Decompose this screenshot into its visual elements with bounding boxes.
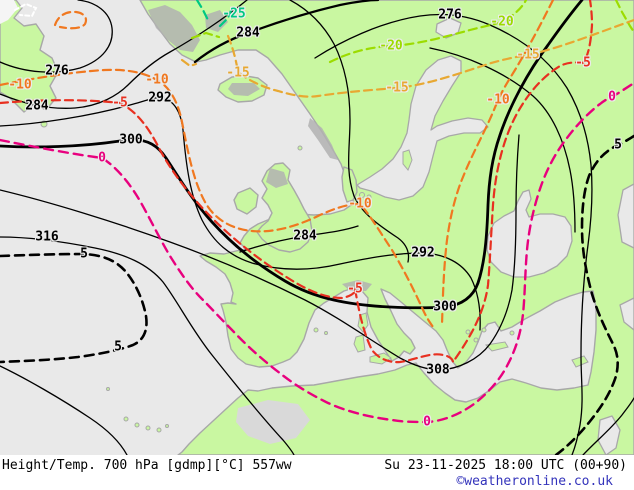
map-svg (0, 0, 634, 455)
island-canary-4 (156, 427, 162, 433)
contour-276-northwest (0, 0, 113, 73)
island-aegean-3 (481, 327, 487, 333)
copyright-link[interactable]: ©weatheronline.co.uk (456, 474, 613, 489)
terrain-iceland (228, 83, 260, 96)
greenland-ice (0, 0, 18, 24)
temp-minus10-line-east (440, 0, 555, 327)
island-aegean-2 (473, 337, 479, 343)
contour-276-northeast (314, 13, 593, 455)
island-zealand (359, 192, 365, 198)
contour-284-west (0, 0, 248, 109)
contour-southwest-corner (0, 365, 128, 455)
landmass-greenland (0, 0, 59, 113)
contour-southeast-corner (582, 397, 634, 455)
sea-caspian (617, 183, 634, 249)
caption-bar: Height/Temp. 700 hPa [gdmp][°C] 557ww Su… (0, 455, 634, 490)
temp-plus5-line-west (0, 252, 148, 364)
temp-plus5-line-east (554, 134, 634, 455)
temp-minus10-hook-greenland (53, 10, 88, 30)
island-cyprus (571, 355, 589, 368)
contour-284-norway-bold (193, 0, 380, 64)
island-shetland (297, 145, 303, 151)
contour-292-west (0, 97, 481, 331)
island-crete (484, 341, 509, 352)
contour-316 (0, 236, 295, 455)
island-gotland (402, 149, 413, 171)
island-menorca (324, 331, 328, 335)
island-aegean-1 (465, 329, 471, 335)
map-canvas: 276 276 284 284 284 292 292 300 300 308 316 -25 -20-… (0, 0, 634, 455)
terrain-atlas-plateau (236, 400, 310, 444)
terrain-sweden-coast (308, 118, 338, 160)
temp-minus15-line (180, 18, 634, 98)
island-canary-5 (165, 424, 169, 428)
island-canary-2 (134, 422, 140, 428)
terrain-scotland (266, 168, 288, 188)
landmass-ireland (233, 187, 259, 215)
contour-284-channel (239, 225, 359, 253)
island-canary-3 (145, 425, 151, 431)
island-sardinia (353, 334, 366, 353)
temp-minus10-line-west (0, 68, 435, 329)
contour-denmark-vertical (289, 0, 410, 263)
sea-baltic (356, 55, 489, 201)
caption-parameter-text: Height/Temp. 700 hPa [gdmp][°C] 557ww (2, 458, 292, 473)
temp-minus30-line (14, 2, 38, 18)
caption-datetime-text: Su 23-11-2025 18:00 UTC (00+90) (384, 458, 627, 473)
sea-persian-gulf (619, 297, 634, 331)
terrain-norway-1 (148, 5, 200, 52)
contour-284-northeast (429, 47, 576, 233)
island-funen (366, 194, 372, 200)
island-madeira (106, 387, 110, 391)
terrain-alps (342, 280, 372, 291)
temp-minus5-line (0, 0, 594, 366)
temp-zero-line (0, 81, 634, 424)
island-mallorca (313, 327, 319, 333)
contour-308 (0, 134, 520, 371)
island-rhodes (509, 330, 515, 336)
temp-minus25-line (195, 0, 234, 28)
island-canary-1 (123, 416, 129, 422)
temperature-contours (0, 0, 634, 455)
temp-minus20-line (190, 0, 634, 64)
